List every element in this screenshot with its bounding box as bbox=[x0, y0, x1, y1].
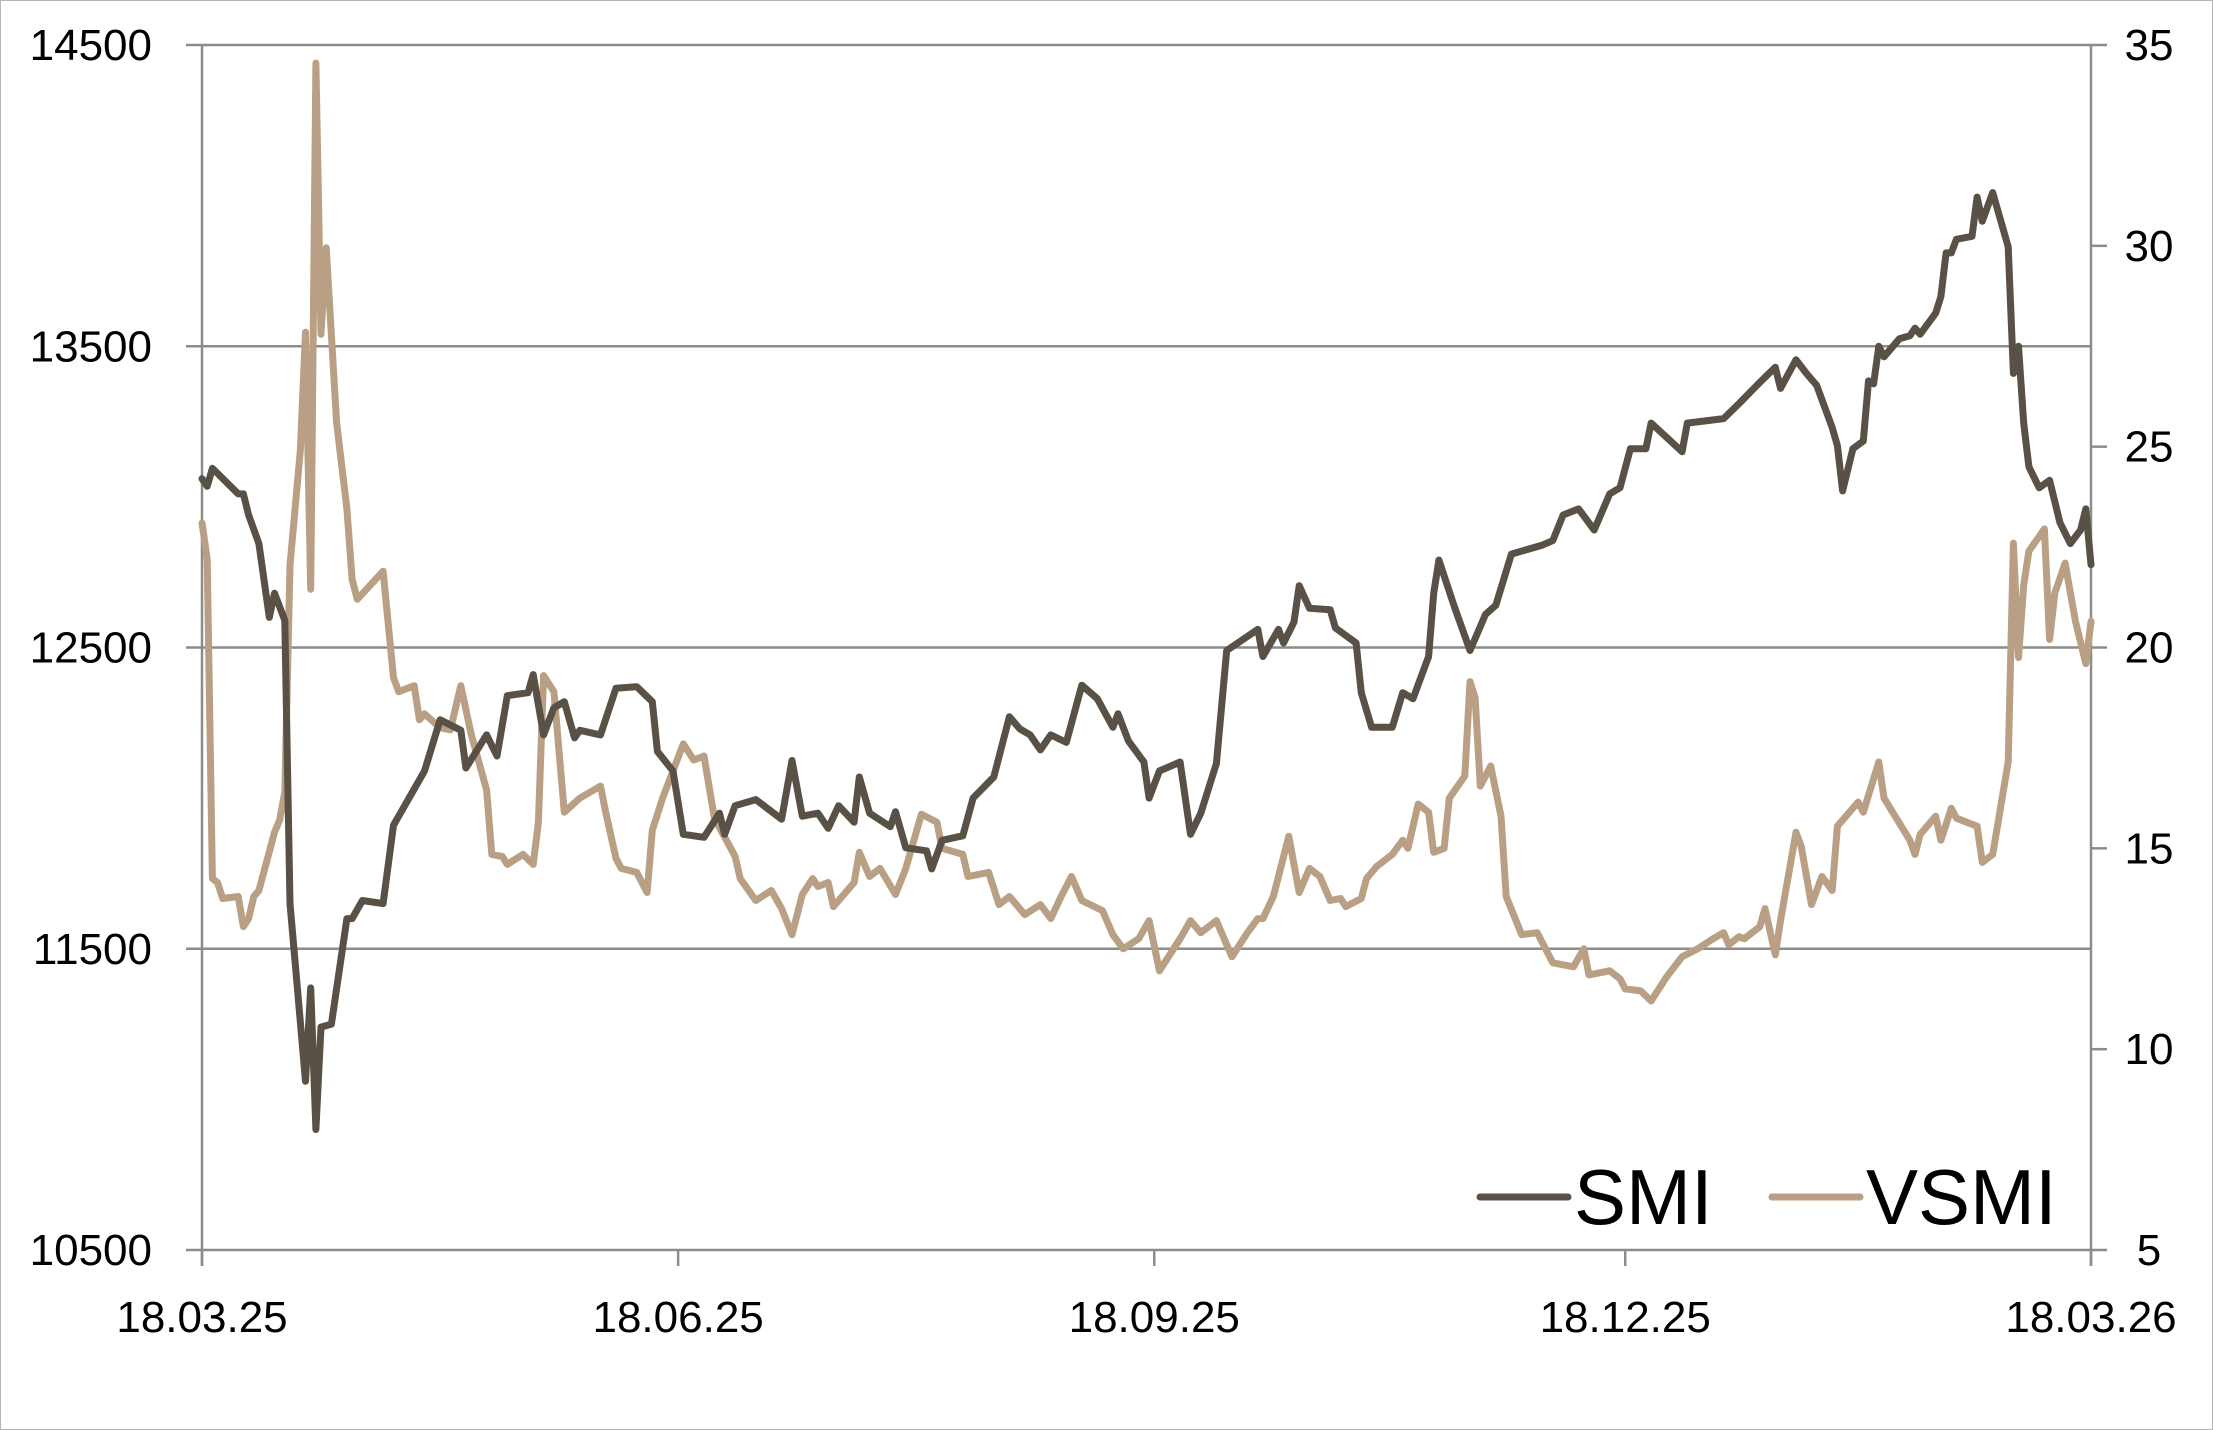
series-lines bbox=[198, 59, 2095, 1133]
left-axis-tick-label: 14500 bbox=[30, 21, 152, 70]
right-axis-tick-label: 35 bbox=[2125, 21, 2174, 70]
axes: 10500 11500 12500 13500 14500 5 10 15 20 25 30 35 18… bbox=[30, 21, 2177, 1342]
right-axis-tick-label: 5 bbox=[2137, 1226, 2161, 1275]
series-line-vsmi bbox=[198, 59, 2095, 1005]
legend: SMI VSMI bbox=[1476, 1153, 2057, 1241]
x-axis-tick-label: 18.06.25 bbox=[592, 1293, 763, 1342]
left-axis-tick-label: 13500 bbox=[30, 322, 152, 371]
x-axis-tick-label: 18.03.26 bbox=[2005, 1293, 2176, 1342]
right-axis-tick-label: 10 bbox=[2125, 1025, 2174, 1074]
left-axis-tick-label: 11500 bbox=[33, 925, 152, 974]
x-axis-tick-label: 18.03.25 bbox=[116, 1293, 287, 1342]
left-axis-tick-label: 10500 bbox=[30, 1226, 152, 1275]
right-axis-tick-label: 30 bbox=[2125, 222, 2174, 271]
series-line-smi bbox=[198, 189, 2095, 1133]
x-axis-tick-label: 18.09.25 bbox=[1069, 1293, 1240, 1342]
left-axis-tick-label: 12500 bbox=[30, 624, 152, 673]
right-axis-tick-label: 20 bbox=[2125, 624, 2174, 673]
right-axis-tick-label: 15 bbox=[2125, 824, 2174, 873]
legend-label-vsmi: VSMI bbox=[1866, 1153, 2057, 1241]
legend-label-smi: SMI bbox=[1574, 1153, 1713, 1241]
x-axis-tick-label: 18.12.25 bbox=[1540, 1293, 1711, 1342]
right-axis-tick-label: 25 bbox=[2125, 423, 2174, 472]
